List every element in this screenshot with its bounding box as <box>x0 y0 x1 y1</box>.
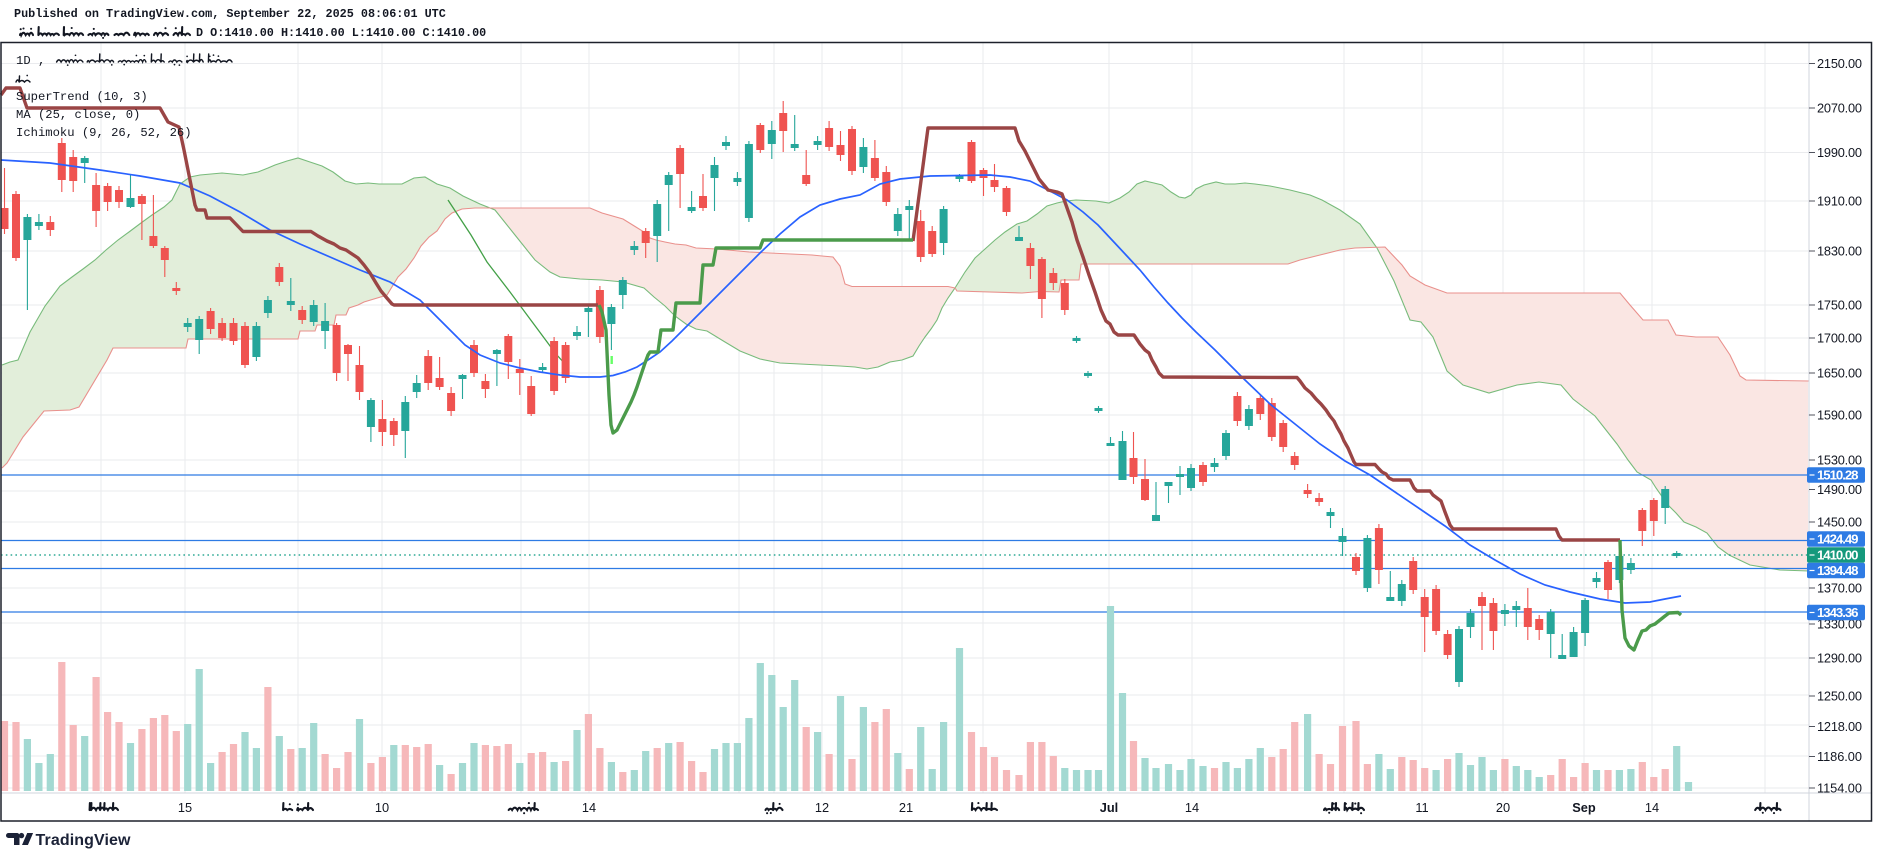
svg-text:11: 11 <box>1415 800 1428 815</box>
svg-text:1343.36: 1343.36 <box>1817 605 1859 620</box>
svg-text:1750.00: 1750.00 <box>1817 297 1862 312</box>
svg-text:14: 14 <box>1645 800 1659 815</box>
svg-text:1370.00: 1370.00 <box>1817 580 1862 595</box>
svg-text:D O:1410.00 H:1410.00 L:1410.0: D O:1410.00 H:1410.00 L:1410.00 C:1410.0… <box>196 26 486 40</box>
svg-text:14: 14 <box>582 800 596 815</box>
svg-text:1424.49: 1424.49 <box>1817 532 1859 547</box>
svg-text:1510.28: 1510.28 <box>1817 468 1859 483</box>
svg-text:1650.00: 1650.00 <box>1817 365 1862 380</box>
svg-text:21: 21 <box>899 800 913 815</box>
svg-text:1394.48: 1394.48 <box>1817 563 1859 578</box>
svg-text:1250.00: 1250.00 <box>1817 688 1862 703</box>
svg-text:1186.00: 1186.00 <box>1817 749 1862 764</box>
svg-text:1218.00: 1218.00 <box>1817 719 1862 734</box>
svg-text:TradingView: TradingView <box>36 832 132 849</box>
svg-text:1154.00: 1154.00 <box>1817 780 1862 795</box>
svg-text:1590.00: 1590.00 <box>1817 407 1862 422</box>
svg-text:1830.00: 1830.00 <box>1817 243 1862 258</box>
svg-text:1990.00: 1990.00 <box>1817 145 1862 160</box>
svg-text:14: 14 <box>1185 800 1199 815</box>
svg-text:1910.00: 1910.00 <box>1817 193 1862 208</box>
svg-text:Published on TradingView.com,: Published on TradingView.com, September … <box>14 7 446 21</box>
svg-text:MA (25, close, 0): MA (25, close, 0) <box>16 108 140 122</box>
svg-text:1410.00: 1410.00 <box>1817 548 1859 563</box>
svg-text:1D ,: 1D , <box>16 54 45 68</box>
svg-text:15: 15 <box>178 800 192 815</box>
svg-text:1290.00: 1290.00 <box>1817 650 1862 665</box>
svg-text:2150.00: 2150.00 <box>1817 56 1862 71</box>
svg-text:10: 10 <box>375 800 389 815</box>
svg-text:1530.00: 1530.00 <box>1817 452 1862 467</box>
svg-text:12: 12 <box>815 800 829 815</box>
svg-text:2070.00: 2070.00 <box>1817 100 1862 115</box>
svg-text:Jul: Jul <box>1100 800 1119 815</box>
svg-text:1490.00: 1490.00 <box>1817 482 1862 497</box>
svg-text:SuperTrend (10, 3): SuperTrend (10, 3) <box>16 90 148 104</box>
svg-text:Ichimoku (9, 26, 52, 26): Ichimoku (9, 26, 52, 26) <box>16 126 192 140</box>
svg-text:1700.00: 1700.00 <box>1817 330 1862 345</box>
svg-text:1450.00: 1450.00 <box>1817 514 1862 529</box>
svg-text:20: 20 <box>1496 800 1510 815</box>
svg-text:Sep: Sep <box>1572 800 1596 815</box>
